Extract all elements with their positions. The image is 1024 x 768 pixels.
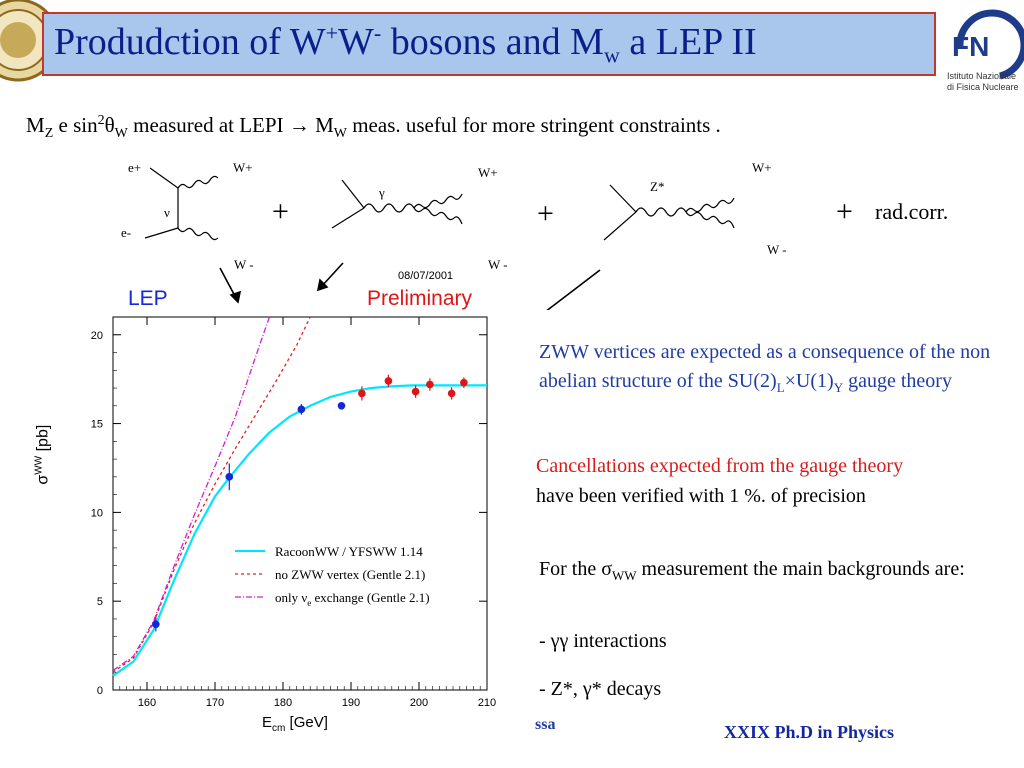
label-z-star: Z* bbox=[650, 179, 665, 194]
plus-3: + bbox=[836, 195, 853, 228]
series-line bbox=[112, 316, 271, 672]
svg-text:FN: FN bbox=[952, 31, 989, 62]
legend-label: no ZWW vertex (Gentle 2.1) bbox=[275, 567, 425, 582]
infn-name-line1: Istituto Nazionale bbox=[947, 71, 1017, 81]
data-point bbox=[152, 620, 160, 629]
y-tick-label: 20 bbox=[91, 330, 103, 342]
subtitle-line: MZ e sin2θW measured at LEPI → MW meas. … bbox=[26, 113, 721, 142]
y-tick-label: 5 bbox=[97, 596, 103, 608]
cancel-text-red: Cancellations expected from the gauge th… bbox=[536, 455, 904, 477]
y-label-sup: WW bbox=[33, 455, 45, 475]
label-w-plus-3: W+ bbox=[752, 160, 772, 175]
x-label-e: E bbox=[262, 714, 273, 731]
data-point bbox=[337, 402, 346, 410]
cancellation-note: Cancellations expected from the gauge th… bbox=[536, 451, 1016, 511]
zww-text-1: ZWW vertices are expected as a consequen… bbox=[539, 341, 991, 392]
infn-logo-text: Istituto Nazionale di Fisica Nucleare bbox=[947, 71, 1019, 93]
x-label-sub: cm bbox=[272, 723, 286, 734]
plus-1: + bbox=[272, 195, 289, 228]
x-tick-label: 180 bbox=[274, 697, 292, 709]
label-w-minus-1: W - bbox=[234, 257, 254, 272]
x-tick-label: 190 bbox=[342, 697, 360, 709]
label-w-minus-3: W - bbox=[767, 242, 787, 257]
page-title: Produdction of W+W- bosons and Mw a LEP … bbox=[54, 20, 757, 68]
zww-sub-l: L bbox=[776, 380, 785, 395]
y-label-sigma: σ bbox=[34, 474, 52, 485]
data-point bbox=[384, 377, 393, 385]
zww-note: ZWW vertices are expected as a consequen… bbox=[539, 338, 1009, 402]
y-tick-label: 10 bbox=[91, 507, 103, 519]
data-point bbox=[297, 405, 306, 414]
y-tick-label: 15 bbox=[91, 419, 103, 431]
label-w-minus-2: W - bbox=[488, 257, 508, 272]
zww-text-3: gauge theory bbox=[843, 370, 952, 392]
label-nu: ν bbox=[164, 205, 170, 220]
infn-name-line2: di Fisica Nucleare bbox=[947, 82, 1019, 92]
y-axis-label: σWW [pb] bbox=[33, 410, 78, 510]
data-point bbox=[358, 389, 366, 398]
footer-text: XXIX Ph.D in Physics bbox=[724, 722, 895, 742]
zww-sub-y: Y bbox=[833, 380, 844, 395]
label-e-plus: e+ bbox=[128, 160, 142, 175]
label-e-minus: e- bbox=[121, 225, 132, 240]
footer-left-text: ssa bbox=[535, 716, 556, 733]
plot-preliminary-label: Preliminary bbox=[367, 287, 473, 310]
plot-date: 08/07/2001 bbox=[398, 270, 454, 282]
legend-label: RacoonWW / YFSWW 1.14 bbox=[275, 544, 423, 559]
data-point bbox=[460, 378, 468, 387]
data-point bbox=[225, 473, 234, 481]
plot-frame bbox=[112, 316, 488, 691]
series-line bbox=[112, 316, 311, 673]
forthe-text-2: measurement the main backgrounds are: bbox=[636, 558, 965, 580]
title-banner bbox=[42, 12, 936, 76]
x-tick-label: 170 bbox=[206, 697, 224, 709]
data-point bbox=[426, 380, 434, 389]
label-gamma: γ bbox=[379, 185, 385, 200]
plot-lep-label: LEP bbox=[128, 287, 168, 310]
feynman-diagrams bbox=[144, 167, 735, 310]
background-item-1: - γγ interactions bbox=[539, 630, 667, 652]
x-axis-label: Ecm [GeV] bbox=[262, 714, 328, 734]
rad-corr-label: rad.corr. bbox=[875, 199, 949, 224]
forthe-sub: WW bbox=[612, 568, 637, 583]
label-w-plus-1: W+ bbox=[233, 160, 253, 175]
y-label-unit: [pb] bbox=[34, 424, 52, 452]
data-point bbox=[411, 387, 420, 396]
legend-label: only νe exchange (Gentle 2.1) bbox=[275, 590, 430, 608]
cross-section-chart: 160 170 180 190 200 210 0 5 10 15 20 RacoonWW / YF… bbox=[40, 310, 500, 745]
background-note: For the σWW measurement the main backgro… bbox=[539, 555, 1009, 590]
zww-text-2: ×U(1) bbox=[784, 370, 834, 392]
x-tick-label: 210 bbox=[478, 697, 496, 709]
y-tick-label: 0 bbox=[97, 685, 103, 697]
data-point bbox=[447, 389, 456, 398]
x-tick-label: 200 bbox=[410, 697, 428, 709]
forthe-text-1: For the σ bbox=[539, 558, 612, 580]
x-tick-label: 160 bbox=[138, 697, 156, 709]
cancel-text-black: have been verified with 1 %. of precisio… bbox=[536, 485, 866, 507]
x-label-unit: [GeV] bbox=[289, 714, 328, 731]
infn-logo: FN bbox=[952, 9, 1024, 80]
label-w-plus-2: W+ bbox=[478, 165, 498, 180]
plus-2: + bbox=[537, 197, 554, 230]
background-item-2: - Z*, γ* decays bbox=[539, 678, 662, 700]
